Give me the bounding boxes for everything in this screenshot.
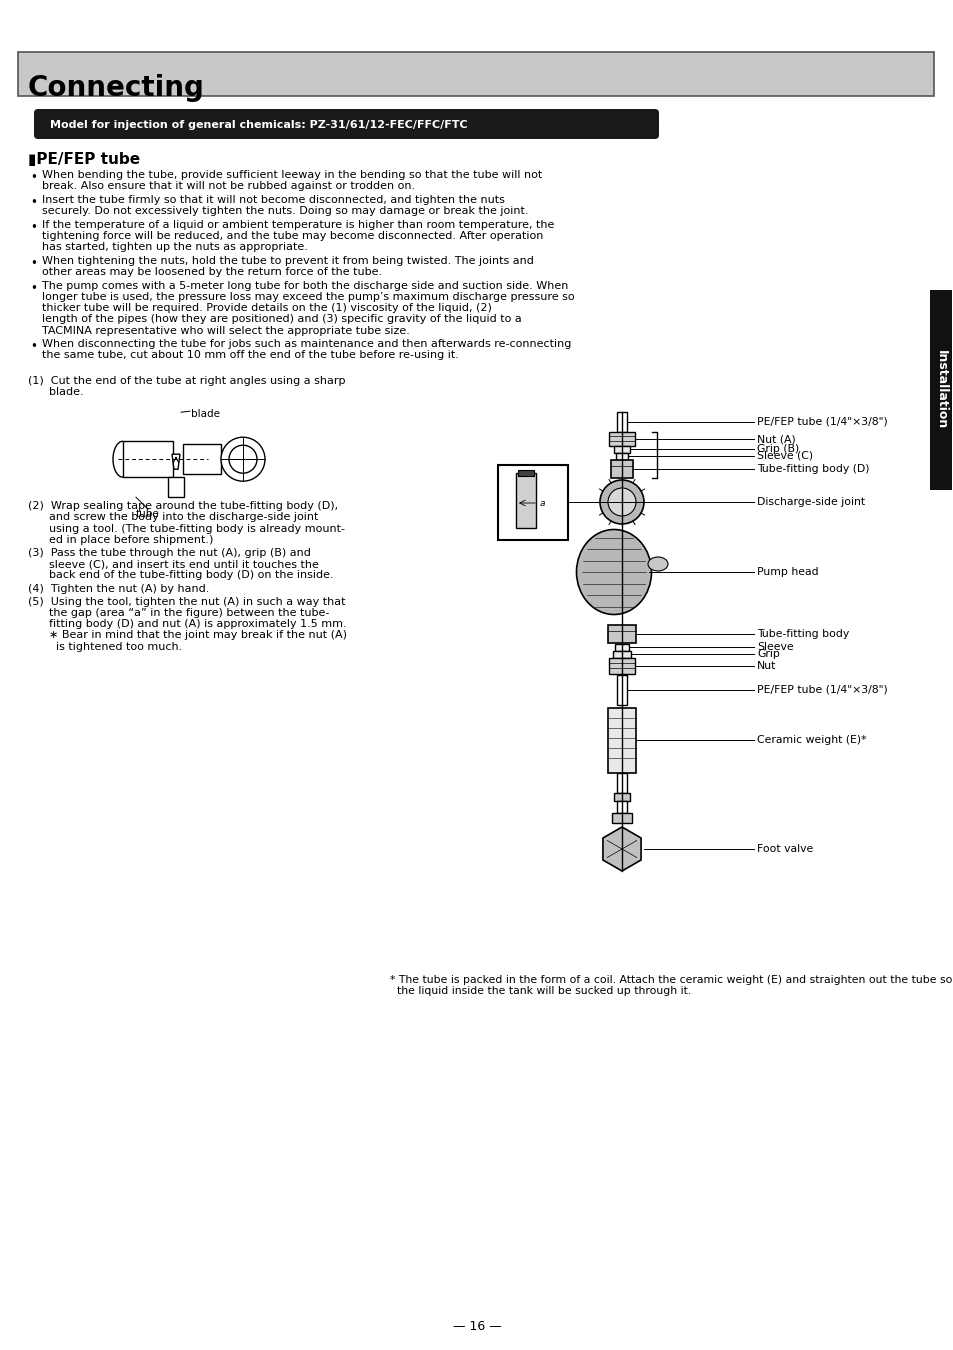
Text: When disconnecting the tube for jobs such as maintenance and then afterwards re-: When disconnecting the tube for jobs suc…	[42, 339, 571, 350]
Ellipse shape	[647, 558, 667, 571]
Text: Tube-fitting body: Tube-fitting body	[757, 629, 848, 639]
Text: •: •	[30, 340, 37, 354]
Text: (2)  Wrap sealing tape around the tube-fitting body (D),: (2) Wrap sealing tape around the tube-fi…	[28, 501, 337, 512]
FancyBboxPatch shape	[18, 53, 933, 96]
Polygon shape	[172, 454, 180, 470]
Text: (4)  Tighten the nut (A) by hand.: (4) Tighten the nut (A) by hand.	[28, 583, 209, 594]
Text: blade.: blade.	[28, 387, 84, 397]
Text: Ceramic weight (E)*: Ceramic weight (E)*	[757, 734, 865, 745]
Text: longer tube is used, the pressure loss may exceed the pump’s maximum discharge p: longer tube is used, the pressure loss m…	[42, 292, 574, 302]
Text: using a tool. (The tube-fitting body is already mount-: using a tool. (The tube-fitting body is …	[28, 524, 345, 533]
Text: ▮PE/FEP tube: ▮PE/FEP tube	[28, 153, 140, 167]
Text: •: •	[30, 256, 37, 270]
Text: ed in place before shipment.): ed in place before shipment.)	[28, 535, 213, 545]
Text: •: •	[30, 282, 37, 294]
FancyBboxPatch shape	[614, 446, 629, 454]
Text: Grip: Grip	[757, 649, 779, 659]
Text: Sleeve (C): Sleeve (C)	[757, 451, 812, 460]
FancyBboxPatch shape	[610, 460, 633, 478]
Text: Grip (B): Grip (B)	[757, 444, 799, 454]
Text: Pump head: Pump head	[757, 567, 818, 576]
Text: thicker tube will be required. Provide details on the (1) viscosity of the liqui: thicker tube will be required. Provide d…	[42, 304, 492, 313]
Text: Installation: Installation	[934, 351, 946, 429]
Text: — 16 —: — 16 —	[452, 1320, 501, 1332]
Text: •: •	[30, 221, 37, 234]
FancyBboxPatch shape	[929, 290, 951, 490]
Text: Model for injection of general chemicals: PZ-31/61/12-FEC/FFC/FTC: Model for injection of general chemicals…	[50, 120, 467, 130]
FancyBboxPatch shape	[617, 675, 626, 705]
Text: has started, tighten up the nuts as appropriate.: has started, tighten up the nuts as appr…	[42, 242, 308, 252]
FancyBboxPatch shape	[614, 792, 629, 801]
Text: PE/FEP tube (1/4"×3/8"): PE/FEP tube (1/4"×3/8")	[757, 417, 887, 427]
Text: the gap (area “a” in the figure) between the tube-: the gap (area “a” in the figure) between…	[28, 608, 329, 618]
Text: other areas may be loosened by the return force of the tube.: other areas may be loosened by the retur…	[42, 267, 382, 277]
FancyBboxPatch shape	[608, 432, 635, 446]
Circle shape	[221, 437, 265, 481]
FancyBboxPatch shape	[617, 801, 626, 813]
Text: Foot valve: Foot valve	[757, 844, 812, 855]
Text: length of the pipes (how they are positioned) and (3) specific gravity of the li: length of the pipes (how they are positi…	[42, 315, 521, 324]
Text: Discharge-side joint: Discharge-side joint	[757, 497, 864, 508]
Text: blade: blade	[191, 409, 220, 420]
FancyBboxPatch shape	[617, 774, 626, 792]
Text: TACMINA representative who will select the appropriate tube size.: TACMINA representative who will select t…	[42, 325, 410, 336]
FancyBboxPatch shape	[497, 464, 567, 540]
Text: Nut: Nut	[757, 662, 776, 671]
Polygon shape	[168, 477, 184, 497]
Circle shape	[229, 446, 256, 474]
Text: the liquid inside the tank will be sucked up through it.: the liquid inside the tank will be sucke…	[390, 987, 691, 996]
Text: tube: tube	[136, 509, 160, 520]
Text: When tightening the nuts, hold the tube to prevent it from being twisted. The jo: When tightening the nuts, hold the tube …	[42, 256, 534, 266]
FancyBboxPatch shape	[516, 472, 536, 528]
Text: tightening force will be reduced, and the tube may become disconnected. After op: tightening force will be reduced, and th…	[42, 231, 543, 242]
Text: PE/FEP tube (1/4"×3/8"): PE/FEP tube (1/4"×3/8")	[757, 684, 887, 695]
Text: Tube-fitting body (D): Tube-fitting body (D)	[757, 464, 868, 474]
Text: If the temperature of a liquid or ambient temperature is higher than room temper: If the temperature of a liquid or ambien…	[42, 220, 554, 230]
Text: is tightened too much.: is tightened too much.	[28, 641, 182, 652]
Ellipse shape	[576, 529, 651, 614]
Text: the same tube, cut about 10 mm off the end of the tube before re-using it.: the same tube, cut about 10 mm off the e…	[42, 351, 458, 360]
Polygon shape	[183, 444, 221, 474]
Text: Nut (A): Nut (A)	[757, 433, 795, 444]
Text: (3)  Pass the tube through the nut (A), grip (B) and: (3) Pass the tube through the nut (A), g…	[28, 548, 311, 558]
FancyBboxPatch shape	[608, 657, 635, 674]
Circle shape	[607, 487, 636, 516]
Text: a: a	[539, 498, 545, 508]
Text: •: •	[30, 171, 37, 184]
Text: sleeve (C), and insert its end until it touches the: sleeve (C), and insert its end until it …	[28, 559, 318, 570]
Text: (1)  Cut the end of the tube at right angles using a sharp: (1) Cut the end of the tube at right ang…	[28, 377, 345, 386]
Text: and screw the body into the discharge-side joint: and screw the body into the discharge-si…	[28, 513, 318, 522]
Text: break. Also ensure that it will not be rubbed against or trodden on.: break. Also ensure that it will not be r…	[42, 181, 415, 192]
FancyBboxPatch shape	[616, 454, 627, 460]
Text: back end of the tube-fitting body (D) on the inside.: back end of the tube-fitting body (D) on…	[28, 571, 334, 580]
Text: The pump comes with a 5-meter long tube for both the discharge side and suction : The pump comes with a 5-meter long tube …	[42, 281, 568, 290]
FancyBboxPatch shape	[613, 651, 630, 657]
Text: (5)  Using the tool, tighten the nut (A) in such a way that: (5) Using the tool, tighten the nut (A) …	[28, 597, 345, 606]
Text: When bending the tube, provide sufficient leeway in the bending so that the tube: When bending the tube, provide sufficien…	[42, 170, 541, 180]
FancyBboxPatch shape	[615, 644, 628, 651]
Circle shape	[599, 481, 643, 524]
Text: Sleeve: Sleeve	[757, 643, 793, 652]
Text: fitting body (D) and nut (A) is approximately 1.5 mm.: fitting body (D) and nut (A) is approxim…	[28, 620, 346, 629]
Text: securely. Do not excessively tighten the nuts. Doing so may damage or break the : securely. Do not excessively tighten the…	[42, 207, 528, 216]
FancyBboxPatch shape	[517, 470, 534, 477]
FancyBboxPatch shape	[607, 625, 636, 643]
Polygon shape	[602, 828, 640, 871]
Text: •: •	[30, 196, 37, 209]
FancyBboxPatch shape	[617, 412, 626, 432]
Text: Insert the tube firmly so that it will not become disconnected, and tighten the : Insert the tube firmly so that it will n…	[42, 194, 504, 205]
FancyBboxPatch shape	[612, 813, 631, 823]
FancyBboxPatch shape	[34, 109, 659, 139]
Text: ∗ Bear in mind that the joint may break if the nut (A): ∗ Bear in mind that the joint may break …	[28, 630, 347, 640]
Polygon shape	[123, 441, 172, 477]
FancyBboxPatch shape	[607, 707, 636, 774]
Text: Connecting: Connecting	[28, 74, 205, 103]
Text: * The tube is packed in the form of a coil. Attach the ceramic weight (E) and st: * The tube is packed in the form of a co…	[390, 975, 953, 985]
